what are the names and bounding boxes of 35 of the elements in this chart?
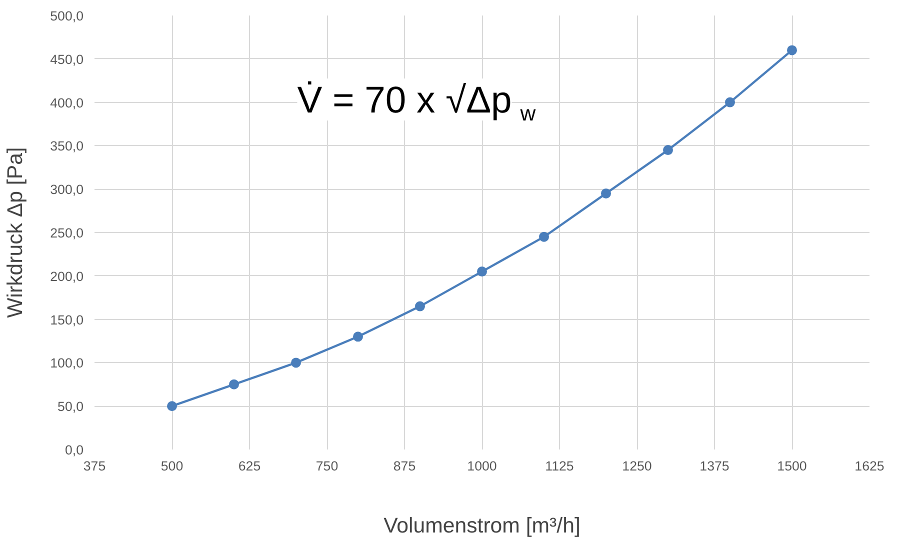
y-tick-label: 300,0 <box>50 182 84 198</box>
x-tick-label: 1625 <box>854 458 884 474</box>
point <box>291 358 301 368</box>
x-tick-label: 1375 <box>700 458 730 474</box>
y-tick-label: 250,0 <box>50 226 84 240</box>
x-tick-label: 1125 <box>545 458 574 474</box>
point <box>167 401 177 412</box>
point <box>477 266 487 277</box>
x-tick-label: 375 <box>83 458 106 474</box>
point <box>415 301 425 312</box>
point <box>787 45 797 56</box>
y-tick-label: 450,0 <box>50 52 84 67</box>
y-tick-label: 100,0 <box>50 356 84 371</box>
y-tick-label: 150,0 <box>50 312 84 328</box>
point <box>725 97 735 108</box>
x-tick-label: 750 <box>316 458 338 474</box>
y-tick-label: 500,0 <box>50 8 84 24</box>
point <box>539 232 549 242</box>
point <box>353 332 363 342</box>
y-tick-label: 50,0 <box>58 399 84 414</box>
x-tick-label: 1500 <box>777 458 807 474</box>
point <box>663 145 673 156</box>
x-tick-label: 625 <box>238 458 261 474</box>
x-tick-label: 875 <box>393 458 416 474</box>
x-axis-title: Volumenstrom [m³/h] <box>384 514 580 538</box>
y-axis-title: Wirkdruck Δp [Pa] <box>3 147 28 318</box>
x-tick-label: 1250 <box>622 458 652 474</box>
y-tick-label: 400,0 <box>50 95 84 110</box>
y-tick-label: 350,0 <box>50 138 84 154</box>
point <box>229 379 239 390</box>
x-tick-label: 1000 <box>467 458 497 474</box>
x-tick-label: 500 <box>160 458 184 474</box>
y-tick-label: 0,0 <box>64 442 84 458</box>
y-tick-label: 200,0 <box>50 268 84 284</box>
point <box>601 188 611 198</box>
